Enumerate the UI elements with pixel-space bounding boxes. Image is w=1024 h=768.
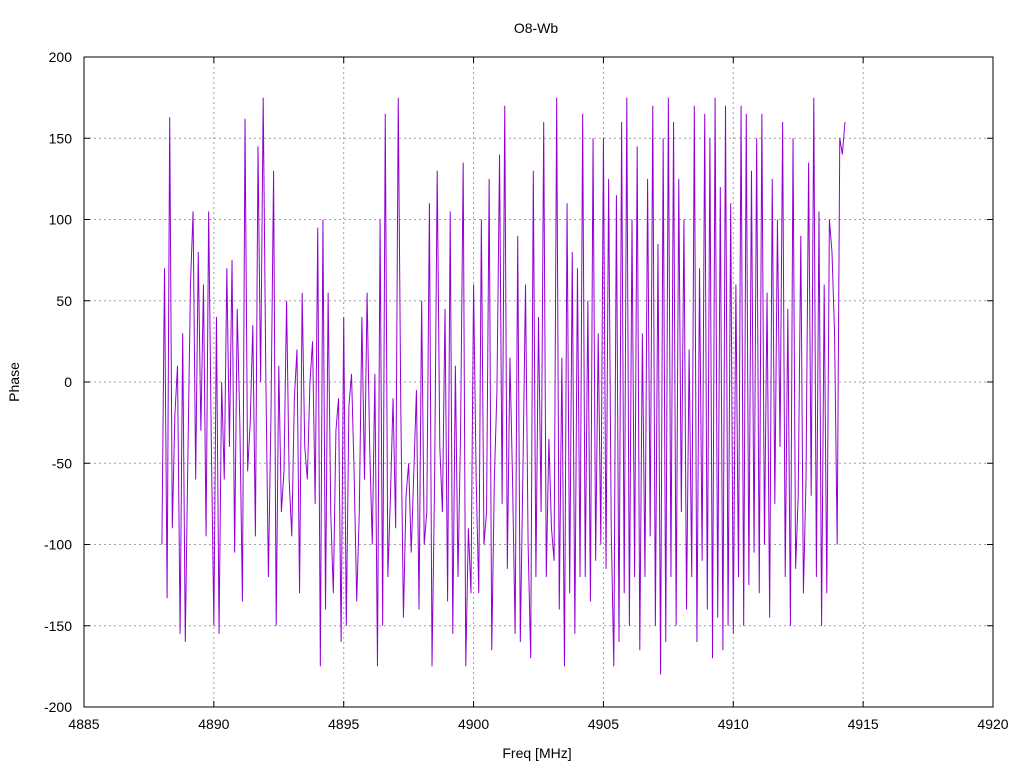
x-tick-label: 4920 <box>977 716 1008 732</box>
x-tick-label: 4885 <box>68 716 99 732</box>
x-axis-tick-labels: 4885 4890 4895 4900 4905 4910 4915 4920 <box>68 716 1008 732</box>
x-tick-label: 4905 <box>588 716 619 732</box>
y-axis-tick-labels: -200 -150 -100 -50 0 50 100 150 200 <box>44 49 72 715</box>
y-tick-label: -100 <box>44 537 72 553</box>
axis-ticks <box>83 56 994 708</box>
x-tick-label: 4915 <box>848 716 879 732</box>
y-tick-label: 200 <box>49 49 73 65</box>
y-tick-label: 150 <box>49 130 73 146</box>
phase-series-line <box>161 97 846 675</box>
y-axis-label: Phase <box>6 362 22 402</box>
y-tick-label: 50 <box>56 293 72 309</box>
plot-area <box>161 97 846 675</box>
x-tick-label: 4900 <box>458 716 489 732</box>
x-tick-label: 4890 <box>198 716 229 732</box>
y-tick-label: 0 <box>64 374 72 390</box>
x-tick-label: 4910 <box>718 716 749 732</box>
y-tick-label: -50 <box>52 455 72 471</box>
y-tick-label: -200 <box>44 699 72 715</box>
y-tick-label: -150 <box>44 618 72 634</box>
x-tick-label: 4895 <box>328 716 359 732</box>
y-tick-label: 100 <box>49 212 73 228</box>
x-axis-label: Freq [MHz] <box>502 745 571 761</box>
chart-title: O8-Wb <box>514 20 559 36</box>
